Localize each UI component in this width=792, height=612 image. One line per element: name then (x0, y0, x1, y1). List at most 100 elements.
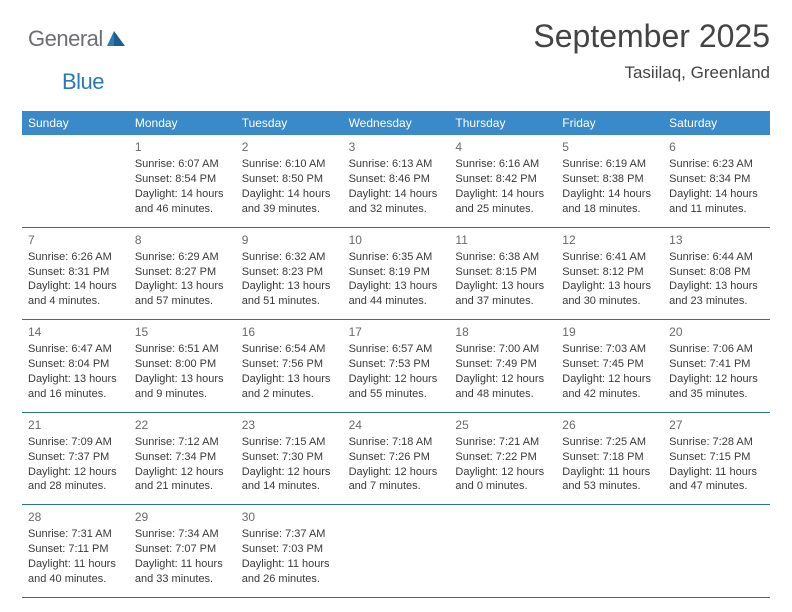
day-number: 25 (455, 417, 550, 433)
daylight-text: and 18 minutes. (562, 202, 657, 217)
day-cell (22, 135, 129, 227)
sunrise-text: Sunrise: 7:37 AM (242, 527, 337, 542)
day-number: 8 (135, 232, 230, 248)
day-cell: 29Sunrise: 7:34 AMSunset: 7:07 PMDayligh… (129, 505, 236, 597)
daylight-text: Daylight: 12 hours (349, 372, 444, 387)
dow-thursday: Thursday (449, 111, 556, 135)
sunrise-text: Sunrise: 7:15 AM (242, 435, 337, 450)
sunrise-text: Sunrise: 6:41 AM (562, 250, 657, 265)
day-cell: 14Sunrise: 6:47 AMSunset: 8:04 PMDayligh… (22, 320, 129, 412)
daylight-text: and 32 minutes. (349, 202, 444, 217)
day-cell: 17Sunrise: 6:57 AMSunset: 7:53 PMDayligh… (343, 320, 450, 412)
daylight-text: Daylight: 14 hours (135, 187, 230, 202)
sunset-text: Sunset: 8:00 PM (135, 357, 230, 372)
daylight-text: and 4 minutes. (28, 294, 123, 309)
daylight-text: Daylight: 13 hours (455, 279, 550, 294)
sunrise-text: Sunrise: 7:25 AM (562, 435, 657, 450)
daylight-text: Daylight: 11 hours (669, 465, 764, 480)
daylight-text: and 28 minutes. (28, 479, 123, 494)
daylight-text: Daylight: 13 hours (562, 279, 657, 294)
calendar: Sunday Monday Tuesday Wednesday Thursday… (22, 111, 770, 598)
sunset-text: Sunset: 8:27 PM (135, 265, 230, 280)
sunrise-text: Sunrise: 7:12 AM (135, 435, 230, 450)
sunrise-text: Sunrise: 6:26 AM (28, 250, 123, 265)
daylight-text: and 57 minutes. (135, 294, 230, 309)
day-cell (663, 505, 770, 597)
day-number: 4 (455, 139, 550, 155)
daylight-text: Daylight: 13 hours (242, 372, 337, 387)
day-number: 7 (28, 232, 123, 248)
day-cell: 26Sunrise: 7:25 AMSunset: 7:18 PMDayligh… (556, 413, 663, 505)
logo: General (28, 26, 129, 52)
month-title: September 2025 (533, 18, 770, 55)
sunset-text: Sunset: 8:23 PM (242, 265, 337, 280)
sunrise-text: Sunrise: 7:21 AM (455, 435, 550, 450)
week-row: 28Sunrise: 7:31 AMSunset: 7:11 PMDayligh… (22, 505, 770, 598)
daylight-text: Daylight: 11 hours (562, 465, 657, 480)
sunset-text: Sunset: 7:34 PM (135, 450, 230, 465)
week-row: 7Sunrise: 6:26 AMSunset: 8:31 PMDaylight… (22, 228, 770, 321)
dow-wednesday: Wednesday (343, 111, 450, 135)
sunset-text: Sunset: 8:08 PM (669, 265, 764, 280)
day-cell: 20Sunrise: 7:06 AMSunset: 7:41 PMDayligh… (663, 320, 770, 412)
weeks-container: 1Sunrise: 6:07 AMSunset: 8:54 PMDaylight… (22, 135, 770, 598)
day-number: 3 (349, 139, 444, 155)
daylight-text: Daylight: 14 hours (349, 187, 444, 202)
daylight-text: Daylight: 14 hours (28, 279, 123, 294)
sunrise-text: Sunrise: 6:13 AM (349, 157, 444, 172)
day-cell: 6Sunrise: 6:23 AMSunset: 8:34 PMDaylight… (663, 135, 770, 227)
daylight-text: Daylight: 12 hours (455, 372, 550, 387)
day-cell: 25Sunrise: 7:21 AMSunset: 7:22 PMDayligh… (449, 413, 556, 505)
daylight-text: Daylight: 12 hours (455, 465, 550, 480)
sunset-text: Sunset: 7:07 PM (135, 542, 230, 557)
daylight-text: Daylight: 14 hours (669, 187, 764, 202)
sunset-text: Sunset: 7:53 PM (349, 357, 444, 372)
daylight-text: and 30 minutes. (562, 294, 657, 309)
daylight-text: Daylight: 12 hours (28, 465, 123, 480)
sunrise-text: Sunrise: 6:51 AM (135, 342, 230, 357)
dow-saturday: Saturday (663, 111, 770, 135)
title-block: September 2025 Tasiilaq, Greenland (533, 18, 770, 83)
daylight-text: Daylight: 11 hours (135, 557, 230, 572)
day-number: 12 (562, 232, 657, 248)
daylight-text: and 7 minutes. (349, 479, 444, 494)
daylight-text: Daylight: 12 hours (669, 372, 764, 387)
sunset-text: Sunset: 8:50 PM (242, 172, 337, 187)
sunset-text: Sunset: 8:15 PM (455, 265, 550, 280)
day-number: 14 (28, 324, 123, 340)
daylight-text: and 9 minutes. (135, 387, 230, 402)
daylight-text: and 23 minutes. (669, 294, 764, 309)
sunrise-text: Sunrise: 7:31 AM (28, 527, 123, 542)
week-row: 21Sunrise: 7:09 AMSunset: 7:37 PMDayligh… (22, 413, 770, 506)
day-cell: 23Sunrise: 7:15 AMSunset: 7:30 PMDayligh… (236, 413, 343, 505)
sunrise-text: Sunrise: 6:38 AM (455, 250, 550, 265)
sunrise-text: Sunrise: 6:47 AM (28, 342, 123, 357)
day-number: 30 (242, 509, 337, 525)
day-cell (343, 505, 450, 597)
sunset-text: Sunset: 8:46 PM (349, 172, 444, 187)
day-cell: 12Sunrise: 6:41 AMSunset: 8:12 PMDayligh… (556, 228, 663, 320)
sunset-text: Sunset: 8:04 PM (28, 357, 123, 372)
sunset-text: Sunset: 7:49 PM (455, 357, 550, 372)
day-cell: 15Sunrise: 6:51 AMSunset: 8:00 PMDayligh… (129, 320, 236, 412)
day-cell: 10Sunrise: 6:35 AMSunset: 8:19 PMDayligh… (343, 228, 450, 320)
daylight-text: and 26 minutes. (242, 572, 337, 587)
sunrise-text: Sunrise: 7:09 AM (28, 435, 123, 450)
calendar-page: General September 2025 Tasiilaq, Greenla… (0, 0, 792, 598)
day-number: 6 (669, 139, 764, 155)
sunrise-text: Sunrise: 7:34 AM (135, 527, 230, 542)
daylight-text: and 0 minutes. (455, 479, 550, 494)
day-number: 26 (562, 417, 657, 433)
sunset-text: Sunset: 7:03 PM (242, 542, 337, 557)
sunset-text: Sunset: 7:26 PM (349, 450, 444, 465)
sunset-text: Sunset: 8:54 PM (135, 172, 230, 187)
daylight-text: Daylight: 12 hours (135, 465, 230, 480)
day-number: 9 (242, 232, 337, 248)
sunset-text: Sunset: 8:42 PM (455, 172, 550, 187)
sunrise-text: Sunrise: 6:23 AM (669, 157, 764, 172)
day-number: 23 (242, 417, 337, 433)
daylight-text: Daylight: 13 hours (135, 372, 230, 387)
sunset-text: Sunset: 7:45 PM (562, 357, 657, 372)
day-cell: 1Sunrise: 6:07 AMSunset: 8:54 PMDaylight… (129, 135, 236, 227)
day-cell: 3 Sunrise: 6:13 AMSunset: 8:46 PMDaylight… (343, 135, 450, 227)
